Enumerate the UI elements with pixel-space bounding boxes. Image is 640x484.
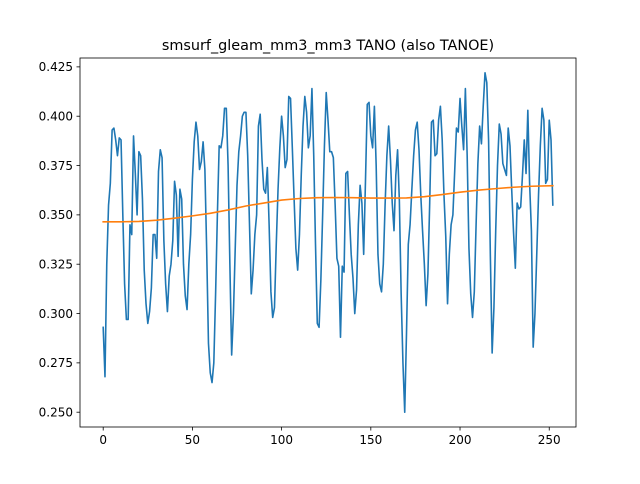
y-tick-label: 0.400 [39, 110, 73, 124]
y-tick-label: 0.375 [39, 159, 73, 173]
x-tick-label: 50 [185, 433, 200, 447]
x-tick-label: 250 [538, 433, 561, 447]
series-line-2 [102, 184, 554, 223]
y-tick-label: 0.325 [39, 258, 73, 272]
series-line-1 [102, 72, 554, 413]
x-axis: 0 50 100 150 200 250 [99, 427, 561, 447]
x-tick-label: 200 [449, 433, 472, 447]
x-tick-label: 100 [270, 433, 293, 447]
x-tick-label: 150 [359, 433, 382, 447]
y-tick-label: 0.250 [39, 406, 73, 420]
y-tick-label: 0.350 [39, 208, 73, 222]
axes-frame [79, 57, 577, 428]
y-tick-label: 0.300 [39, 307, 73, 321]
chart-title: smsurf_gleam_mm3_mm3 TANO (also TANOE) [162, 38, 494, 54]
y-tick-label: 0.425 [39, 60, 73, 74]
plot-area [102, 72, 554, 413]
x-tick-label: 0 [99, 433, 107, 447]
y-tick-label: 0.275 [39, 356, 73, 370]
y-axis: 0.250 0.275 0.300 0.325 0.350 0.375 0.400 0.425 [39, 60, 80, 420]
